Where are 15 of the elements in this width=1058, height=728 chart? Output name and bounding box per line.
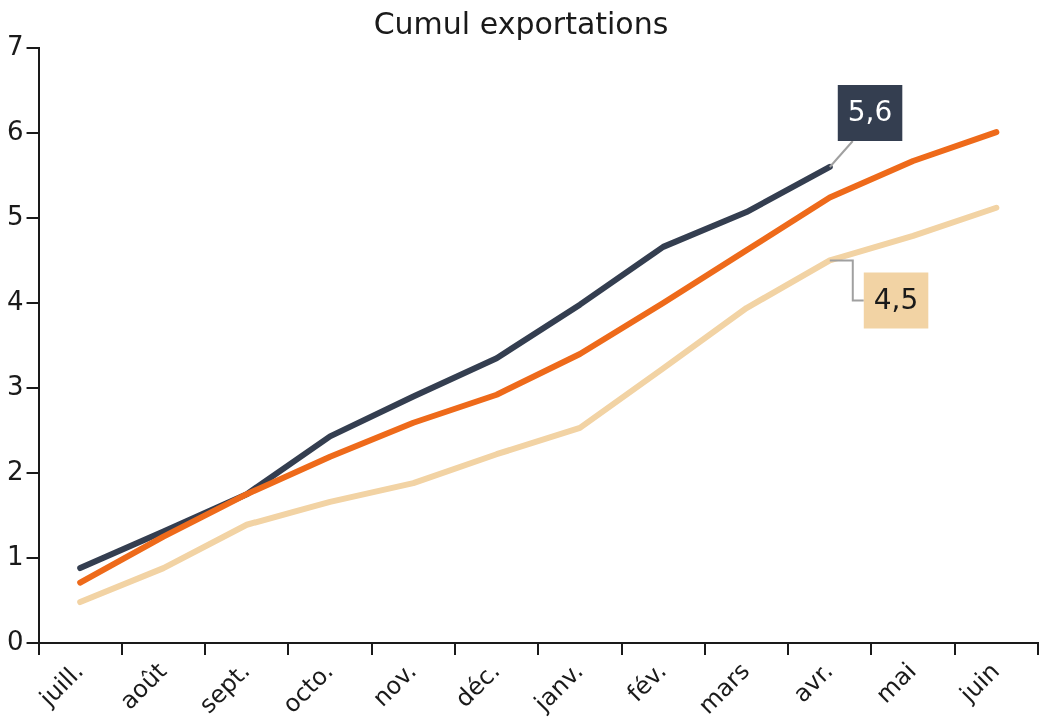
x-tick-label: déc. bbox=[449, 656, 506, 713]
y-tick-label: 7 bbox=[7, 30, 24, 61]
x-tick-label: nov. bbox=[366, 656, 422, 712]
data-label: 5,6 bbox=[847, 95, 893, 129]
chart-title: Cumul exportations bbox=[373, 5, 669, 41]
y-tick-label: 0 bbox=[7, 625, 24, 656]
x-tick-label: avr. bbox=[787, 656, 839, 708]
y-tick-label: 1 bbox=[7, 540, 24, 571]
y-tick-label: 3 bbox=[7, 370, 24, 401]
y-tick-label: 6 bbox=[7, 115, 24, 146]
y-tick-label: 2 bbox=[7, 455, 24, 486]
y-tick-label: 5 bbox=[7, 200, 24, 231]
y-tick-label: 4 bbox=[7, 285, 24, 316]
x-tick-label: fév. bbox=[621, 656, 672, 708]
data-label: 4,5 bbox=[873, 282, 919, 316]
